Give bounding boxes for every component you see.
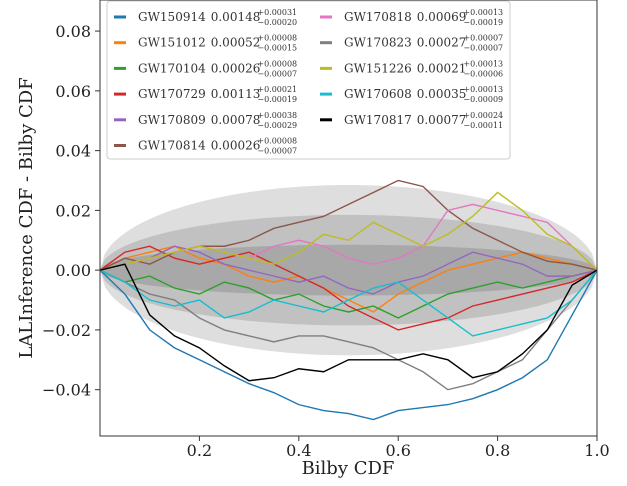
legend-minus: −0.00015 bbox=[257, 44, 297, 53]
legend-label: GW150914 0.00148 bbox=[138, 10, 260, 24]
legend-minus: −0.00009 bbox=[463, 95, 503, 104]
legend-plus: +0.00013 bbox=[463, 8, 503, 17]
legend-label: GW170729 0.00113 bbox=[138, 87, 260, 101]
y-tick-label: 0.02 bbox=[55, 201, 91, 220]
legend-value: 0.00052 bbox=[211, 36, 261, 50]
y-tick-label: −0.02 bbox=[42, 321, 91, 340]
series-line bbox=[99, 245, 598, 295]
legend-plus: +0.00031 bbox=[257, 8, 297, 17]
legend-label: GW170608 0.00035 bbox=[344, 87, 466, 101]
legend-plus: +0.00007 bbox=[463, 34, 503, 43]
legend-name: GW151012 bbox=[138, 36, 206, 50]
legend-plus: +0.00008 bbox=[257, 34, 297, 43]
legend-name: GW151226 bbox=[344, 61, 412, 75]
legend-value: 0.00077 bbox=[417, 113, 467, 127]
legend-value: 0.00021 bbox=[417, 61, 467, 75]
legend-minus: −0.00007 bbox=[257, 69, 297, 78]
legend-label: GW170814 0.00026 bbox=[138, 139, 260, 153]
legend-label: GW170104 0.00026 bbox=[138, 61, 260, 75]
legend-label: GW170817 0.00077 bbox=[344, 113, 466, 127]
legend-minus: −0.00019 bbox=[463, 18, 503, 27]
legend-plus: +0.00008 bbox=[257, 59, 297, 68]
x-tick-label: 0.8 bbox=[485, 441, 510, 460]
legend-name: GW170817 bbox=[344, 113, 412, 127]
x-tick-label: 1.0 bbox=[584, 441, 609, 460]
legend-name: GW170809 bbox=[138, 113, 206, 127]
legend-name: GW170814 bbox=[138, 139, 206, 153]
y-tick-label: 0.06 bbox=[55, 82, 91, 101]
series-line bbox=[99, 191, 598, 271]
series-line bbox=[99, 263, 598, 382]
series-line bbox=[99, 269, 598, 421]
y-tick-label: 0.04 bbox=[55, 142, 91, 161]
legend-value: 0.00026 bbox=[211, 139, 261, 153]
legend-plus: +0.00038 bbox=[257, 111, 297, 120]
legend-value: 0.00113 bbox=[211, 87, 261, 101]
legend-minus: −0.00006 bbox=[463, 69, 503, 78]
legend-name: GW170823 bbox=[344, 36, 412, 50]
legend-minus: −0.00019 bbox=[257, 95, 297, 104]
series-line bbox=[99, 245, 598, 331]
x-axis-label: Bilby CDF bbox=[302, 458, 395, 479]
legend-label: GW151226 0.00021 bbox=[344, 61, 466, 75]
legend-label: GW170818 0.00069 bbox=[344, 10, 466, 24]
legend-label: GW170823 0.00027 bbox=[344, 36, 466, 50]
series-line bbox=[99, 269, 598, 337]
legend-label: GW151012 0.00052 bbox=[138, 36, 260, 50]
plot-frame bbox=[99, 0, 598, 437]
y-tick-label: −0.04 bbox=[42, 381, 91, 400]
legend-name: GW150914 bbox=[138, 10, 206, 24]
legend-value: 0.00078 bbox=[211, 113, 261, 127]
legend-value: 0.00027 bbox=[417, 36, 467, 50]
legend-name: GW170818 bbox=[344, 10, 412, 24]
legend-minus: −0.00007 bbox=[257, 147, 297, 156]
legend-value: 0.00026 bbox=[211, 61, 261, 75]
legend-plus: +0.00021 bbox=[257, 85, 297, 94]
confidence-band bbox=[100, 214, 597, 326]
legend-value: 0.00069 bbox=[417, 10, 467, 24]
legend-label: GW170809 0.00078 bbox=[138, 113, 260, 127]
y-axis-label: LALInference CDF - Bilby CDF bbox=[16, 77, 37, 358]
x-tick-label: 0.6 bbox=[385, 441, 410, 460]
legend-name: GW170608 bbox=[344, 87, 412, 101]
legend-box bbox=[106, 0, 511, 160]
series-line bbox=[99, 269, 598, 391]
legend-minus: −0.00029 bbox=[257, 121, 297, 130]
x-tick-label: 0.4 bbox=[286, 441, 311, 460]
series-line bbox=[99, 269, 598, 319]
x-tick-label: 0.2 bbox=[187, 441, 212, 460]
legend-minus: −0.00020 bbox=[257, 18, 297, 27]
legend-plus: +0.00013 bbox=[463, 59, 503, 68]
legend-value: 0.00148 bbox=[211, 10, 261, 24]
legend-minus: −0.00011 bbox=[463, 121, 503, 130]
legend-plus: +0.00024 bbox=[463, 111, 503, 120]
y-tick-label: 0.08 bbox=[55, 22, 91, 41]
y-tick-label: 0.00 bbox=[55, 261, 91, 280]
legend: GW150914 0.00148+0.00031−0.00020 GW151012 0… bbox=[106, 0, 511, 160]
legend-name: GW170104 bbox=[138, 61, 206, 75]
legend-value: 0.00035 bbox=[417, 87, 467, 101]
legend-name: GW170729 bbox=[138, 87, 206, 101]
legend-minus: −0.00007 bbox=[463, 44, 503, 53]
legend-plus: +0.00008 bbox=[257, 137, 297, 146]
legend-plus: +0.00013 bbox=[463, 85, 503, 94]
